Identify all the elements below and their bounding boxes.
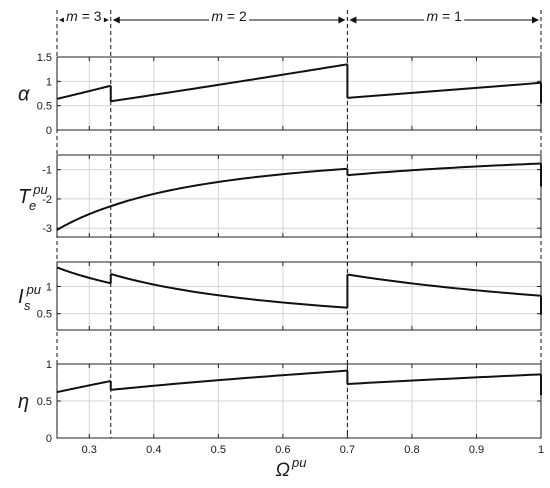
data-series-segment-m3	[56, 266, 111, 285]
region-arrow-head-left	[112, 16, 120, 24]
y-axis-label-subscript: e	[29, 198, 36, 213]
subplot-2: -3 -2 -1 T pue	[18, 154, 542, 238]
y-tick-label: 0.5	[37, 101, 52, 113]
y-tick-label: -3	[42, 223, 52, 235]
y-tick-label: 0	[46, 125, 52, 137]
y-tick-label: 0.5	[37, 309, 52, 321]
subplot-3: 0.5 1 I pus	[18, 261, 542, 331]
region-arrow-head-right	[532, 16, 539, 24]
region-arrow-head-right	[338, 16, 346, 24]
x-tick-label: 0.8	[404, 444, 419, 456]
x-tick-label: 0.5	[211, 444, 226, 456]
region-annotation: m = 1	[349, 8, 539, 25]
region-annotation: m = 3	[59, 8, 109, 25]
y-axis-label-subscript: s	[24, 298, 31, 313]
plot-area	[57, 57, 541, 130]
y-tick-label: 1.5	[37, 52, 52, 64]
x-tick-label: 0.9	[469, 444, 484, 456]
data-series-segment-m1	[347, 162, 542, 177]
y-axis-label: α	[18, 84, 30, 106]
x-tick-label: 0.7	[340, 444, 355, 456]
region-label: m = 2	[211, 8, 247, 24]
region-label-bg	[209, 9, 250, 25]
subplot-4: 0 0.5 1 η	[18, 359, 542, 445]
y-tick-label: -2	[42, 194, 52, 206]
data-series-segment-m2	[110, 167, 348, 208]
y-tick-label: 1	[46, 76, 52, 88]
y-tick-label: 0.5	[37, 396, 52, 408]
y-tick-label: -1	[42, 165, 52, 177]
region-annotation: m = 2	[112, 8, 346, 25]
x-tick-label: 0.4	[146, 444, 161, 456]
data-series-segment-m1	[347, 373, 542, 385]
plot-area	[57, 262, 541, 330]
axes-box	[56, 154, 542, 238]
data-series-segment-m2	[110, 369, 348, 391]
data-series-segment-m2	[110, 63, 348, 103]
region-label-bg	[63, 9, 104, 25]
data-series-segment-m1	[347, 81, 542, 99]
region-label-bg	[424, 9, 465, 25]
y-tick-label: 1	[46, 281, 52, 293]
data-series-segment-m1	[347, 273, 542, 297]
y-axis-label: η	[18, 391, 29, 413]
x-tick-label: 0.3	[82, 444, 97, 456]
x-tick-label: 0.6	[275, 444, 290, 456]
data-series-segment-m2	[110, 273, 348, 309]
x-tick-label: 1	[538, 444, 544, 456]
region-arrow-head-left	[349, 16, 357, 24]
y-tick-label: 0	[46, 433, 52, 445]
subplot-1: 0 0.5 1 1.5 α	[18, 52, 542, 137]
plot-area	[57, 155, 541, 237]
region-label: m = 1	[426, 8, 462, 24]
data-series-segment-m3	[56, 380, 111, 394]
data-series-segment-m3	[56, 84, 112, 100]
data-series-segment-m3	[56, 205, 112, 231]
region-label: m = 3	[66, 8, 102, 24]
y-tick-label: 1	[46, 359, 52, 371]
